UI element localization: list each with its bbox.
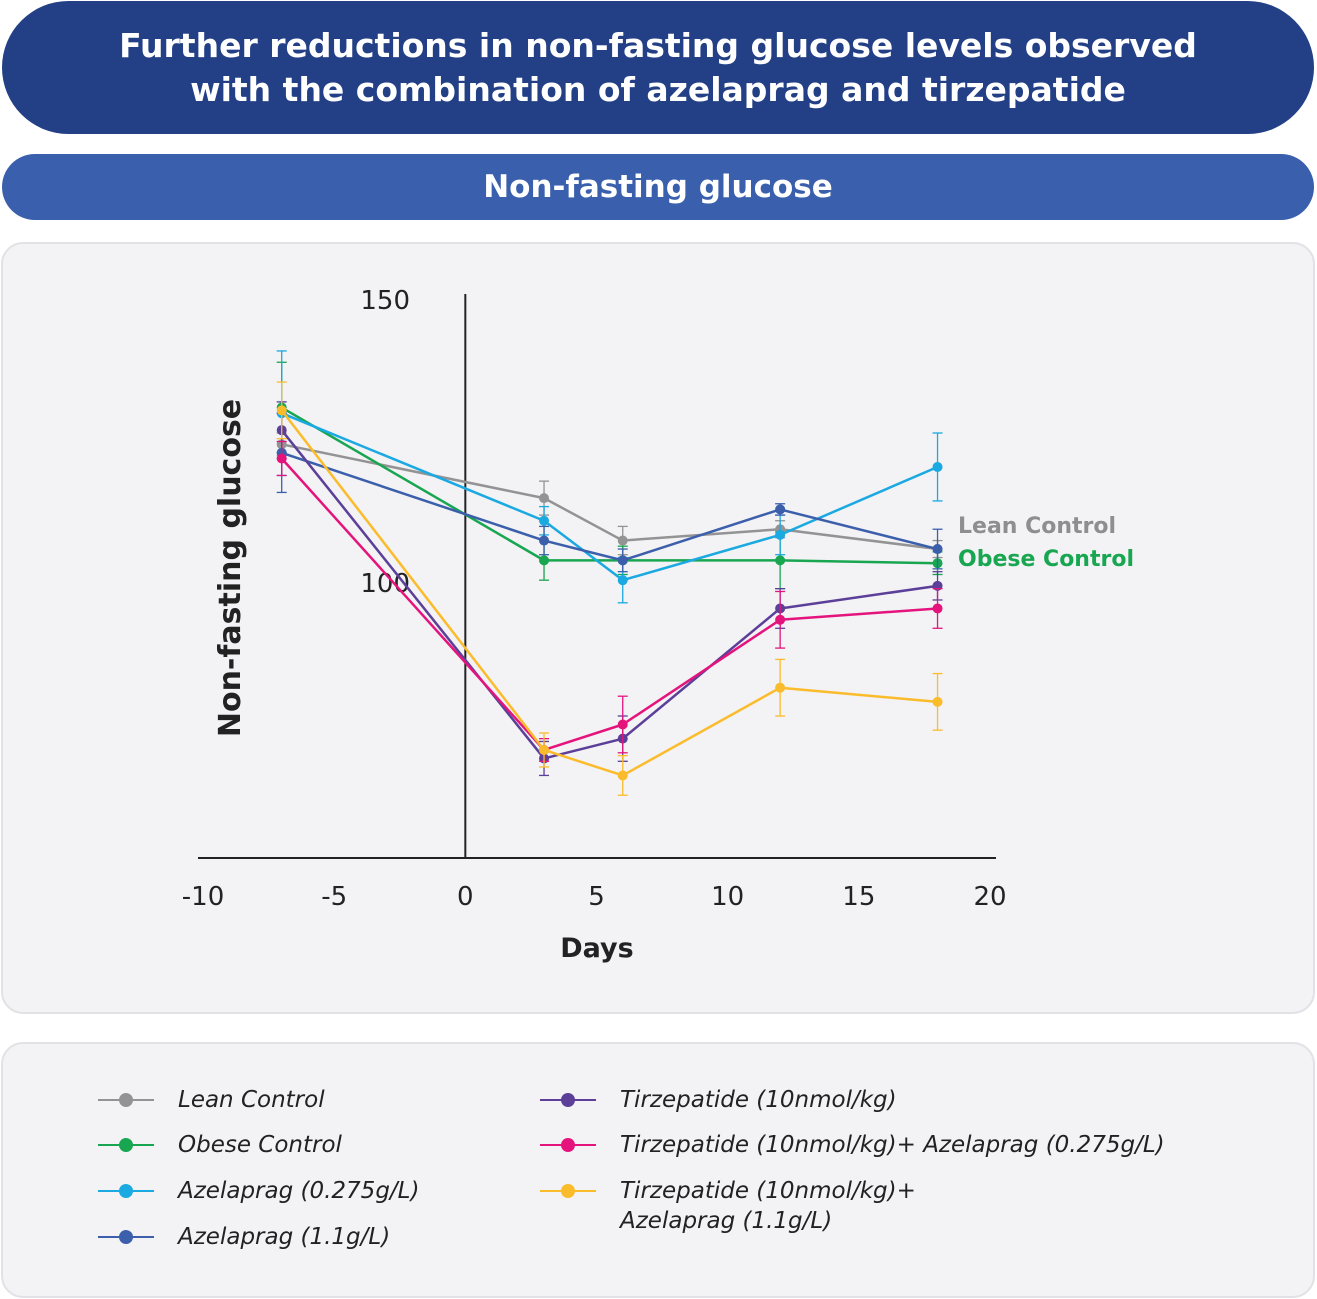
legend-item: Tirzepatide (10nmol/kg) [540, 1085, 897, 1115]
x-tick-label: -5 [321, 882, 347, 912]
x-axis-title: Days [560, 933, 633, 964]
legend-swatch [540, 1085, 596, 1115]
x-tick-label: 15 [842, 882, 875, 912]
legend-swatch [98, 1085, 154, 1115]
data-point [276, 453, 287, 464]
data-point [617, 555, 628, 566]
data-point [775, 504, 786, 515]
legend-label: Azelaprag (0.275g/L) [178, 1178, 420, 1204]
legend-swatch [540, 1176, 596, 1206]
x-tick-label: -10 [182, 882, 224, 912]
legend-item: Tirzepatide (10nmol/kg)+ Azelaprag (0.27… [540, 1130, 1165, 1160]
x-tick-label: 0 [457, 882, 474, 912]
series-annotation: Obese Control [958, 547, 1134, 572]
chart-title: Further reductions in non-fasting glucos… [119, 25, 1197, 109]
legend-item: Azelaprag (1.1g/L) [98, 1222, 390, 1252]
legend-item: Azelaprag (0.275g/L) [98, 1176, 419, 1206]
legend-swatch [540, 1130, 596, 1160]
legend-swatch-dot [561, 1184, 575, 1198]
legend-label: Azelaprag (1.1g/L) [178, 1224, 391, 1250]
series-line [280, 457, 938, 752]
legend-label: Tirzepatide (10nmol/kg) [620, 1087, 897, 1113]
data-point [775, 529, 786, 540]
series-line [281, 451, 938, 562]
data-point [539, 744, 550, 755]
x-tick-label: 5 [588, 882, 605, 912]
series-annotation: Lean Control [958, 514, 1116, 539]
legend-item: Obese Control [98, 1130, 342, 1160]
legend-label: Lean Control [178, 1087, 325, 1113]
legend-label: Tirzepatide (10nmol/kg)+ Azelaprag (1.1g… [620, 1178, 916, 1234]
legend-swatch-dot [119, 1138, 133, 1152]
legend-swatch [98, 1222, 154, 1252]
chart-subtitle: Non-fasting glucose [483, 169, 833, 205]
data-point [775, 682, 786, 693]
legend-swatch [98, 1130, 154, 1160]
legend-swatch-dot [561, 1138, 575, 1152]
legend-swatch [98, 1176, 154, 1206]
data-point [539, 493, 550, 504]
data-point [932, 603, 943, 614]
legend-swatch-dot [561, 1093, 575, 1107]
data-point [617, 770, 628, 781]
y-axis-title: Non-fasting glucose [213, 399, 248, 737]
title-banner: Further reductions in non-fasting glucos… [2, 1, 1314, 134]
data-point [932, 544, 943, 555]
x-tick-label: 10 [711, 882, 744, 912]
data-point [932, 696, 943, 707]
x-tick-label: 20 [973, 882, 1006, 912]
legend-swatch-dot [119, 1093, 133, 1107]
data-point [539, 515, 550, 526]
data-point [539, 535, 550, 546]
y-tick-label: 150 [360, 286, 410, 316]
data-point [617, 719, 628, 730]
data-point [775, 614, 786, 625]
data-point [539, 555, 550, 566]
data-point [932, 461, 943, 472]
data-point [276, 405, 287, 416]
legend-swatch-dot [119, 1184, 133, 1198]
legend-label: Obese Control [178, 1132, 342, 1158]
legend-swatch-dot [119, 1230, 133, 1244]
legend-panel [1, 1042, 1315, 1298]
subtitle-banner: Non-fasting glucose [2, 154, 1314, 220]
series-line [281, 443, 938, 551]
data-point [617, 535, 628, 546]
data-point [617, 575, 628, 586]
legend-item: Tirzepatide (10nmol/kg)+ Azelaprag (1.1g… [540, 1176, 916, 1236]
legend-item: Lean Control [98, 1085, 325, 1115]
chart-panel [1, 242, 1315, 1014]
legend-label: Tirzepatide (10nmol/kg)+ Azelaprag (0.27… [620, 1132, 1165, 1158]
data-point [775, 555, 786, 566]
